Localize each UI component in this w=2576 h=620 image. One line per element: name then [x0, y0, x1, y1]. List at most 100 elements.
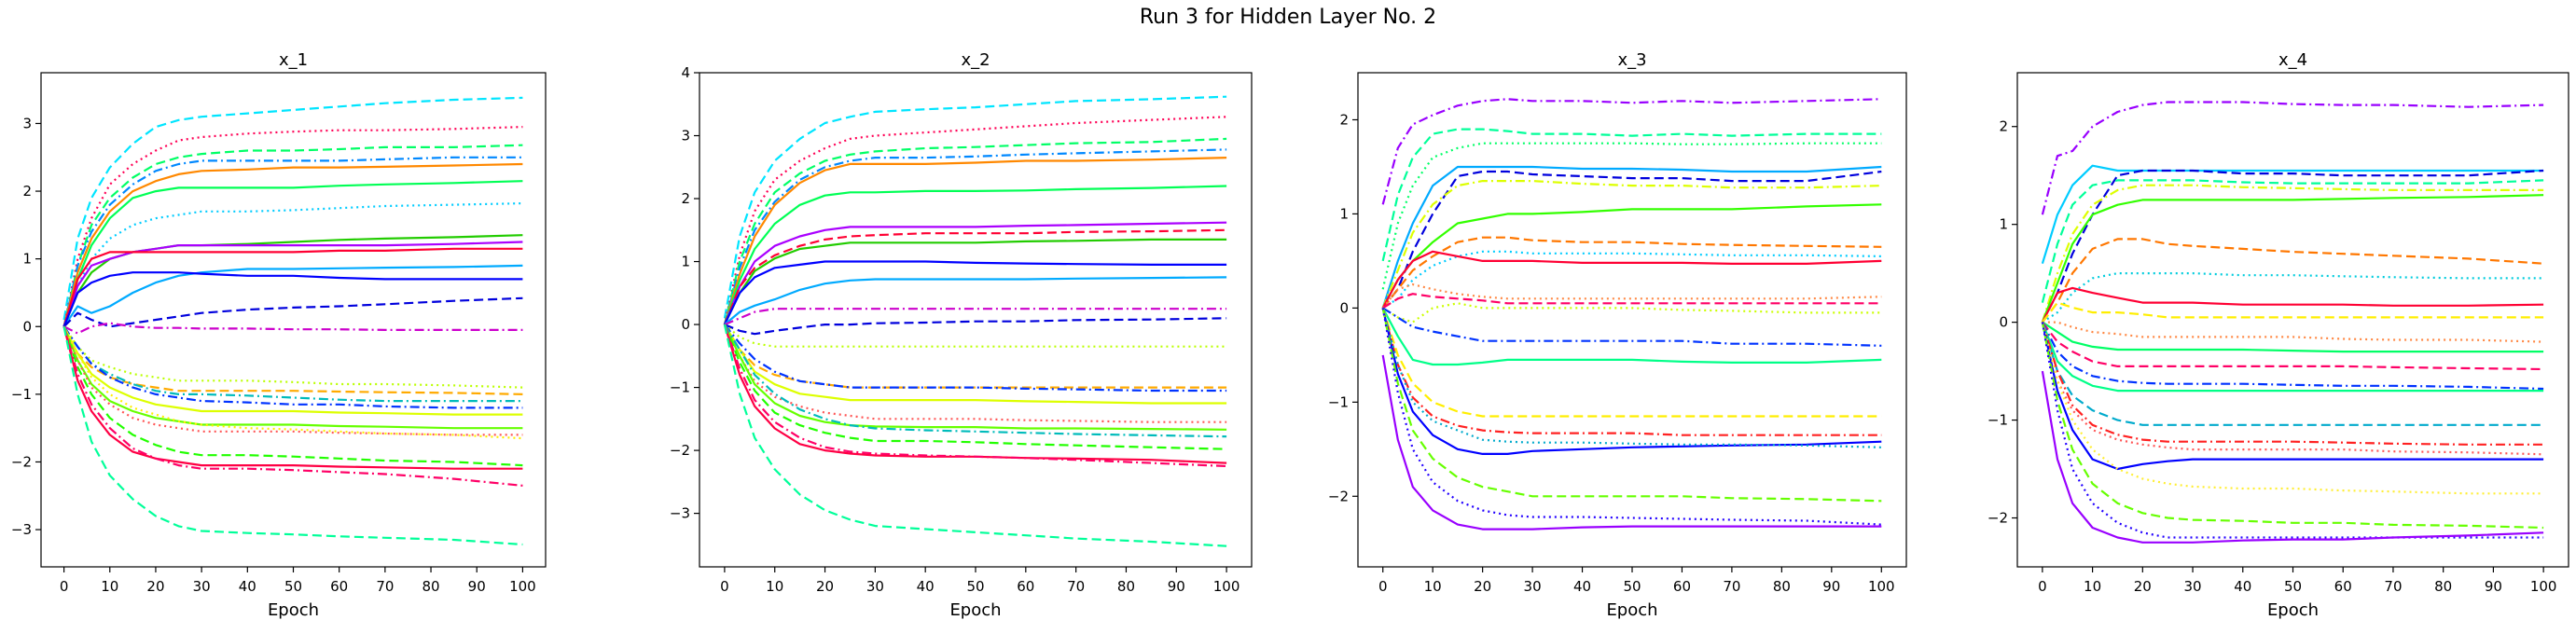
series-line-19 [1381, 308, 1882, 448]
x-tick-label: 60 [2334, 578, 2352, 595]
series-line-1 [723, 95, 1227, 319]
x-tick-label: 90 [2485, 578, 2502, 595]
x-tick-label: 30 [866, 578, 884, 595]
series-line-9 [1382, 250, 1882, 310]
series-line-14 [724, 324, 1227, 348]
series-line-20 [723, 324, 1227, 438]
x-tick-label: 10 [1424, 578, 1442, 595]
series-line-10 [1381, 250, 1882, 309]
y-tick-label: −1 [670, 379, 690, 396]
series-line-13 [1382, 302, 1882, 324]
x-tick-label: 20 [146, 578, 164, 595]
series-line-12 [2042, 321, 2544, 353]
chart-title: x_3 [1617, 50, 1646, 70]
series-line-16 [62, 325, 523, 395]
x-tick-label: 30 [1524, 578, 1542, 595]
y-tick-label: −1 [1328, 393, 1349, 410]
series-line-3 [2041, 169, 2544, 324]
x-tick-label: 90 [1822, 578, 1840, 595]
series-line-14 [2041, 322, 2544, 391]
x-tick-label: 20 [2134, 578, 2152, 595]
series-line-15 [2041, 322, 2544, 393]
y-tick-label: 0 [681, 316, 690, 333]
series-line-21 [1381, 308, 1882, 526]
x-tick-label: 50 [966, 578, 984, 595]
x-tick-label: 0 [2038, 578, 2047, 595]
series-line-10 [723, 260, 1227, 325]
series-line-19 [62, 325, 523, 416]
series-line-4 [62, 156, 523, 327]
y-tick-label: 2 [1339, 111, 1349, 128]
x-tick-label: 50 [284, 578, 302, 595]
y-tick-label: 1 [1339, 205, 1349, 222]
x-tick-label: 90 [468, 578, 486, 595]
chart-title: x_4 [2278, 50, 2307, 70]
x-tick-label: 90 [1168, 578, 1185, 595]
series-group [62, 96, 523, 546]
x-tick-label: 50 [2284, 578, 2302, 595]
series-group [723, 95, 1227, 547]
series-line-22 [2041, 322, 2544, 539]
series-line-24 [723, 324, 1227, 547]
x-tick-label: 10 [766, 578, 783, 595]
y-tick-label: 2 [1999, 118, 2008, 135]
series-line-21 [2041, 322, 2544, 530]
series-line-16 [724, 324, 1227, 393]
series-group [2041, 101, 2544, 544]
y-tick-label: 1 [681, 254, 690, 270]
series-line-13 [724, 317, 1227, 336]
x-tick-label: 100 [1213, 578, 1240, 595]
series-line-20 [2041, 322, 2544, 495]
series-line-14 [63, 322, 523, 335]
chart-panel-1: 0 10 20 30 40 50 60 70 80 90 100 −3 −2 −1 0 1 2 3 x_1 Epoch [11, 50, 547, 620]
series-line-3 [723, 137, 1227, 325]
series-line-22 [62, 325, 523, 440]
y-tick-label: 2 [22, 183, 32, 200]
series-line-7 [62, 202, 523, 327]
series-line-5 [1381, 170, 1882, 310]
series-line-16 [1381, 308, 1882, 418]
series-line-18 [723, 324, 1227, 423]
series-line-2 [723, 116, 1227, 325]
series-line-23 [62, 325, 523, 467]
series-line-1 [2041, 101, 2544, 215]
x-tick-label: 80 [1117, 578, 1135, 595]
series-line-9 [2041, 286, 2544, 324]
series-line-6 [723, 185, 1227, 325]
series-line-2 [62, 126, 523, 327]
x-axis-label: Epoch [268, 600, 319, 620]
series-line-5 [723, 157, 1227, 325]
series-line-23 [723, 324, 1227, 468]
series-line-10 [2042, 301, 2544, 324]
series-line-18 [62, 325, 523, 409]
series-line-9 [62, 241, 523, 327]
series-line-19 [723, 324, 1227, 431]
chart-title: x_1 [279, 50, 308, 70]
x-tick-label: 70 [2384, 578, 2402, 595]
x-tick-label: 10 [101, 578, 118, 595]
series-line-11 [1381, 283, 1882, 310]
y-tick-label: −3 [11, 521, 32, 538]
y-tick-label: 0 [1339, 299, 1349, 316]
x-tick-label: 0 [60, 578, 69, 595]
x-tick-label: 60 [1017, 578, 1034, 595]
x-tick-label: 70 [1067, 578, 1085, 595]
series-line-15 [62, 325, 523, 389]
series-line-16 [2041, 322, 2544, 426]
y-tick-label: −2 [1328, 488, 1349, 504]
series-line-3 [1381, 142, 1882, 290]
series-group [1381, 98, 1882, 530]
series-line-18 [1381, 308, 1882, 455]
series-line-17 [1381, 308, 1882, 436]
y-tick-label: −1 [1987, 412, 2008, 429]
series-line-11 [2042, 321, 2544, 343]
series-line-10 [62, 247, 523, 327]
chart-panel-2: 0 10 20 30 40 50 60 70 80 90 100 −3 −2 −1 0 1 2 3 4 x_2 Epoc… [670, 50, 1253, 620]
x-tick-label: 80 [422, 578, 439, 595]
series-line-20 [1381, 308, 1882, 503]
figure-title: Run 3 for Hidden Layer No. 2 [1139, 6, 1437, 29]
y-tick-label: −2 [11, 453, 32, 470]
series-line-23 [2041, 370, 2544, 544]
chart-title: x_2 [961, 50, 990, 70]
y-tick-label: −3 [670, 505, 690, 522]
